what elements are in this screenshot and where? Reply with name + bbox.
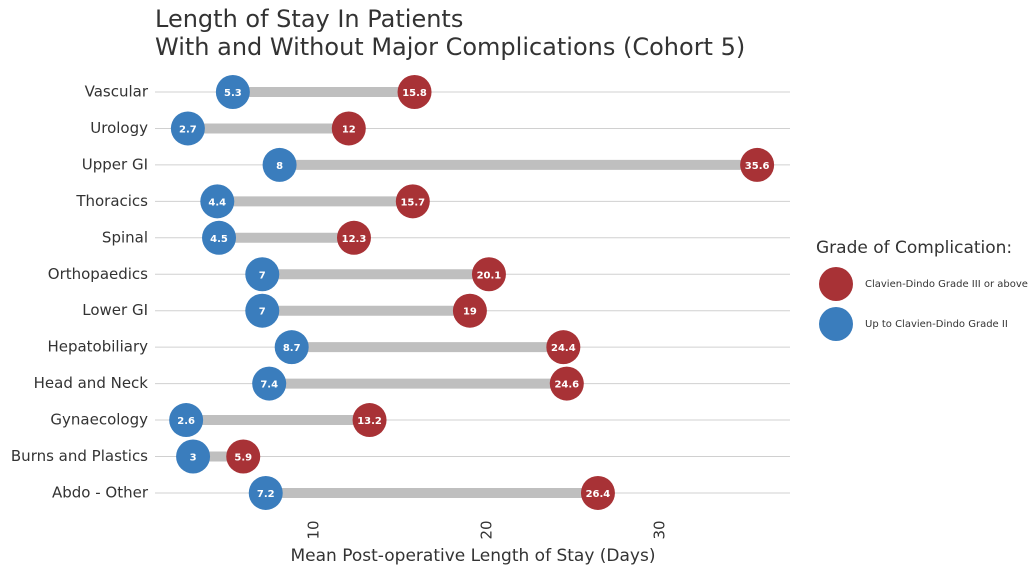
dot — [331, 111, 366, 146]
dot — [245, 293, 280, 328]
x-tick-label: 10 — [305, 520, 323, 539]
dot — [170, 111, 205, 146]
data-label: 3 — [190, 453, 197, 464]
data-label: 4.4 — [208, 197, 226, 208]
data-label: 7 — [259, 307, 266, 318]
category-label: Burns and Plastics — [11, 447, 148, 465]
legend-swatch — [819, 307, 853, 341]
data-label: 2.7 — [179, 124, 197, 135]
legend-swatch — [819, 267, 853, 301]
dot — [549, 366, 584, 401]
legend-label: Clavien-Dindo Grade III or above — [865, 279, 1028, 290]
category-label: Urology — [90, 119, 148, 137]
dot — [452, 293, 487, 328]
category-label: Lower GI — [82, 301, 148, 319]
legend-label: Up to Clavien-Dindo Grade II — [865, 319, 1008, 330]
dot — [471, 257, 506, 292]
dot — [740, 147, 775, 182]
dot — [397, 75, 432, 109]
dot — [215, 75, 250, 109]
x-tick-label: 20 — [478, 520, 496, 539]
category-label: Gynaecology — [50, 411, 148, 429]
data-label: 35.6 — [745, 161, 770, 172]
dot — [336, 220, 371, 255]
data-label: 15.7 — [400, 197, 425, 208]
dot — [202, 220, 237, 255]
category-label: Vascular — [85, 83, 149, 101]
category-label: Spinal — [102, 228, 148, 246]
chart-title: Length of Stay In Patients — [155, 5, 463, 33]
dot — [245, 257, 280, 292]
dot — [546, 330, 581, 365]
data-label: 7.2 — [257, 489, 275, 500]
data-label: 5.9 — [234, 453, 252, 464]
dot — [248, 475, 283, 510]
data-label: 8.7 — [283, 343, 301, 354]
category-label: Thoracics — [75, 192, 148, 210]
data-label: 5.3 — [224, 88, 242, 99]
data-label: 7 — [259, 270, 266, 281]
data-label: 4.5 — [210, 234, 228, 245]
category-label: Head and Neck — [34, 374, 149, 392]
data-label: 12 — [342, 124, 356, 135]
dot — [169, 403, 204, 438]
legend-title: Grade of Complication: — [816, 238, 1012, 258]
dot — [176, 439, 211, 474]
category-label: Orthopaedics — [48, 265, 148, 283]
data-label: 26.4 — [586, 489, 611, 500]
x-tick-label: 30 — [651, 520, 669, 539]
dot — [274, 330, 309, 365]
dot — [352, 403, 387, 438]
data-label: 15.8 — [402, 88, 427, 99]
dot — [200, 184, 235, 219]
category-label: Upper GI — [82, 155, 148, 173]
x-axis-label: Mean Post-operative Length of Stay (Days… — [291, 546, 656, 566]
data-label: 24.6 — [554, 380, 579, 391]
dot — [252, 366, 287, 401]
data-label: 8 — [276, 161, 283, 172]
category-label: Abdo - Other — [52, 483, 149, 501]
dot — [262, 147, 297, 182]
data-label: 24.4 — [551, 343, 576, 354]
data-label: 12.3 — [342, 234, 367, 245]
dot — [580, 475, 615, 510]
data-label: 7.4 — [260, 380, 278, 391]
dot — [395, 184, 430, 219]
chart-subtitle: With and Without Major Complications (Co… — [155, 33, 745, 61]
data-label: 2.6 — [177, 416, 195, 427]
category-label: Hepatobiliary — [47, 338, 148, 356]
data-label: 13.2 — [357, 416, 382, 427]
data-label: 19 — [463, 307, 477, 318]
dot — [226, 439, 261, 474]
data-label: 20.1 — [477, 270, 502, 281]
